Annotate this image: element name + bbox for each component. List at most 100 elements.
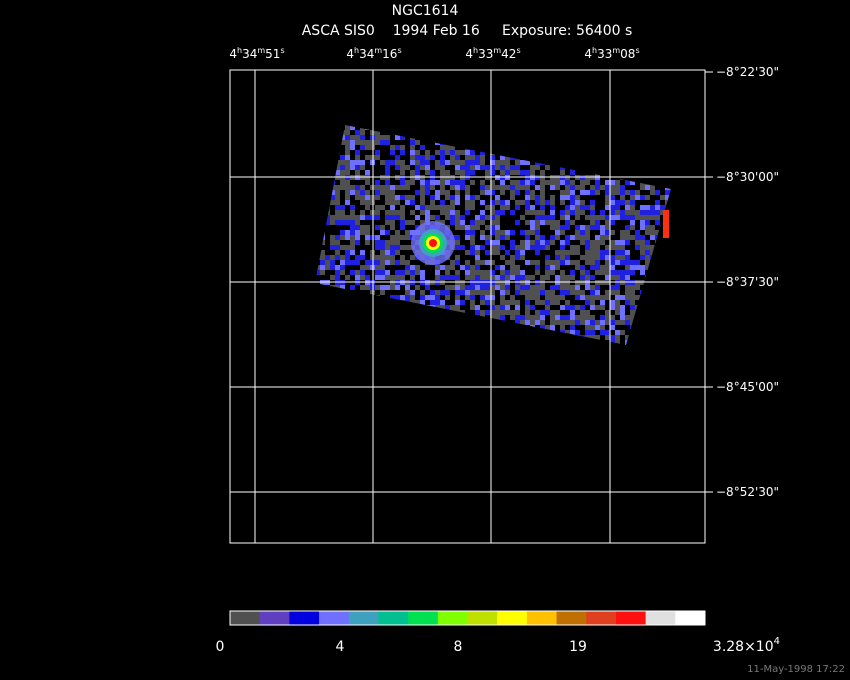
pixel — [635, 310, 640, 315]
pixel — [395, 125, 400, 130]
pixel — [425, 335, 430, 340]
pixel — [560, 180, 565, 185]
pixel — [615, 215, 620, 220]
pixel — [645, 210, 650, 215]
pixel — [585, 220, 590, 225]
pixel — [355, 235, 360, 240]
pixel — [575, 220, 580, 225]
pixel — [620, 135, 625, 140]
pixel — [395, 315, 400, 320]
pixel — [630, 335, 635, 340]
pixel — [595, 275, 600, 280]
pixel — [405, 325, 410, 330]
pixel — [575, 345, 580, 350]
pixel — [620, 220, 625, 225]
pixel — [570, 205, 575, 210]
pixel — [515, 180, 520, 185]
pixel — [310, 335, 315, 340]
pixel — [560, 130, 565, 135]
pixel — [670, 305, 671, 310]
pixel — [480, 260, 485, 265]
pixel — [385, 195, 390, 200]
pixel — [465, 275, 470, 280]
pixel — [665, 200, 670, 205]
ra-part: 34 — [242, 47, 257, 61]
pixel — [525, 130, 530, 135]
pixel — [530, 285, 535, 290]
pixel — [640, 270, 645, 275]
pixel — [465, 130, 470, 135]
pixel — [580, 160, 585, 165]
pixel — [550, 245, 555, 250]
pixel — [585, 145, 590, 150]
pixel — [380, 345, 385, 350]
pixel — [635, 315, 640, 320]
pixel — [510, 160, 515, 165]
pixel — [540, 195, 545, 200]
pixel — [590, 295, 595, 300]
pixel — [580, 190, 585, 195]
pixel — [420, 195, 425, 200]
pixel — [405, 315, 410, 320]
pixel — [465, 195, 470, 200]
pixel — [530, 305, 535, 310]
pixel — [325, 300, 330, 305]
pixel — [475, 180, 480, 185]
pixel — [360, 165, 365, 170]
pixel — [540, 250, 545, 255]
pixel — [615, 270, 620, 275]
pixel — [570, 275, 575, 280]
pixel — [465, 155, 470, 160]
pixel — [480, 155, 485, 160]
pixel — [460, 170, 465, 175]
pixel — [325, 150, 330, 155]
pixel — [590, 335, 595, 340]
pixel — [440, 150, 445, 155]
pixel — [525, 260, 530, 265]
pixel — [435, 330, 440, 335]
pixel — [465, 140, 470, 145]
pixel — [325, 235, 330, 240]
pixel — [635, 270, 640, 275]
pixel — [360, 265, 365, 270]
pixel — [600, 170, 605, 175]
pixel — [385, 225, 390, 230]
pixel — [435, 325, 440, 330]
pixel — [495, 240, 500, 245]
pixel — [390, 315, 395, 320]
pixel — [390, 260, 395, 265]
pixel — [390, 240, 395, 245]
pixel — [470, 260, 475, 265]
pixel — [605, 180, 610, 185]
pixel — [625, 230, 630, 235]
pixel — [565, 140, 570, 145]
pixel — [415, 315, 420, 320]
pixel — [645, 150, 650, 155]
pixel — [450, 230, 455, 235]
pixel — [665, 270, 670, 275]
pixel — [355, 125, 360, 130]
pixel — [555, 155, 560, 160]
pixel — [355, 215, 360, 220]
pixel — [525, 240, 530, 245]
pixel — [445, 120, 450, 125]
pixel — [410, 345, 415, 350]
pixel — [520, 150, 525, 155]
pixel — [425, 160, 430, 165]
pixel — [550, 230, 555, 235]
pixel — [310, 345, 315, 350]
pixel — [345, 120, 350, 125]
pixel — [385, 230, 390, 235]
pixel — [525, 265, 530, 270]
pixel — [560, 190, 565, 195]
pixel — [665, 170, 670, 175]
pixel — [600, 230, 605, 235]
pixel — [525, 330, 530, 335]
pixel — [445, 340, 450, 345]
pixel — [575, 235, 580, 240]
pixel — [420, 290, 425, 295]
pixel — [435, 195, 440, 200]
pixel — [420, 265, 425, 270]
pixel — [330, 275, 335, 280]
pixel — [390, 345, 395, 350]
